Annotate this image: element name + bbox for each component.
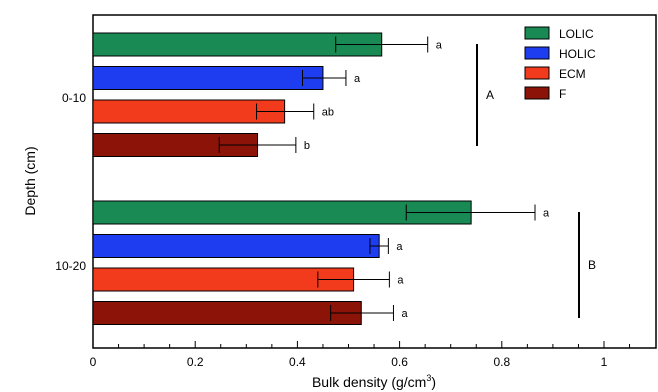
legend-label: ECM [559,67,586,81]
legend-swatch [524,26,550,40]
significance-letter: a [397,275,404,287]
significance-letter: ab [322,107,334,119]
x-tick-label: 0.6 [391,355,408,369]
x-axis-label: Bulk density (g/cm3) [312,373,436,390]
bar-group-0-10: a a ab b [92,32,443,157]
significance-letter: b [304,140,310,152]
x-axis-label-superscript: 3 [426,373,431,383]
bar-holic-10-20 [92,234,380,258]
plot-frame [92,14,657,349]
bar-group-10-20: a a a a [92,200,550,325]
legend-swatch [524,46,550,60]
bar-f-10-20 [92,301,362,325]
legend-label: LOLIC [559,27,594,41]
significance-letter: a [543,208,550,220]
x-tick-label: 0.4 [289,355,306,369]
x-tick-label: 0.8 [493,355,510,369]
y-group-label: 0-10 [62,91,86,105]
x-tick-label: 0.2 [187,355,204,369]
legend-label: HOLIC [559,47,596,61]
significance-letter: a [401,308,408,320]
y-axis-label: Depth (cm) [22,146,38,215]
bars-layer: a a ab b 0-10 Aa a a a 10-20 B [55,32,596,325]
group-letter: A [486,88,494,102]
significance-letter: a [436,40,443,52]
legend-item-ecm: ECM [524,66,586,81]
x-tick-label: 0 [90,355,97,369]
legend-label: F [559,87,566,101]
group-letter: B [588,258,596,272]
x-tick-label: 1 [601,355,608,369]
bar-holic-0-10 [92,66,324,90]
y-group-label: 10-20 [55,259,86,273]
x-axis: 0 0.2 0.4 0.6 0.8 1 [90,341,631,369]
bar-ecm-0-10 [92,99,286,124]
significance-letter: a [354,73,361,85]
legend-item-lolic: LOLIC [524,26,594,41]
legend: LOLIC HOLIC ECM F [524,26,596,101]
significance-letter: a [396,241,403,253]
legend-item-holic: HOLIC [524,46,596,61]
legend-swatch [524,66,550,80]
bar-ecm-10-20 [92,267,355,292]
legend-item-f: F [524,86,566,101]
legend-swatch [524,86,550,100]
